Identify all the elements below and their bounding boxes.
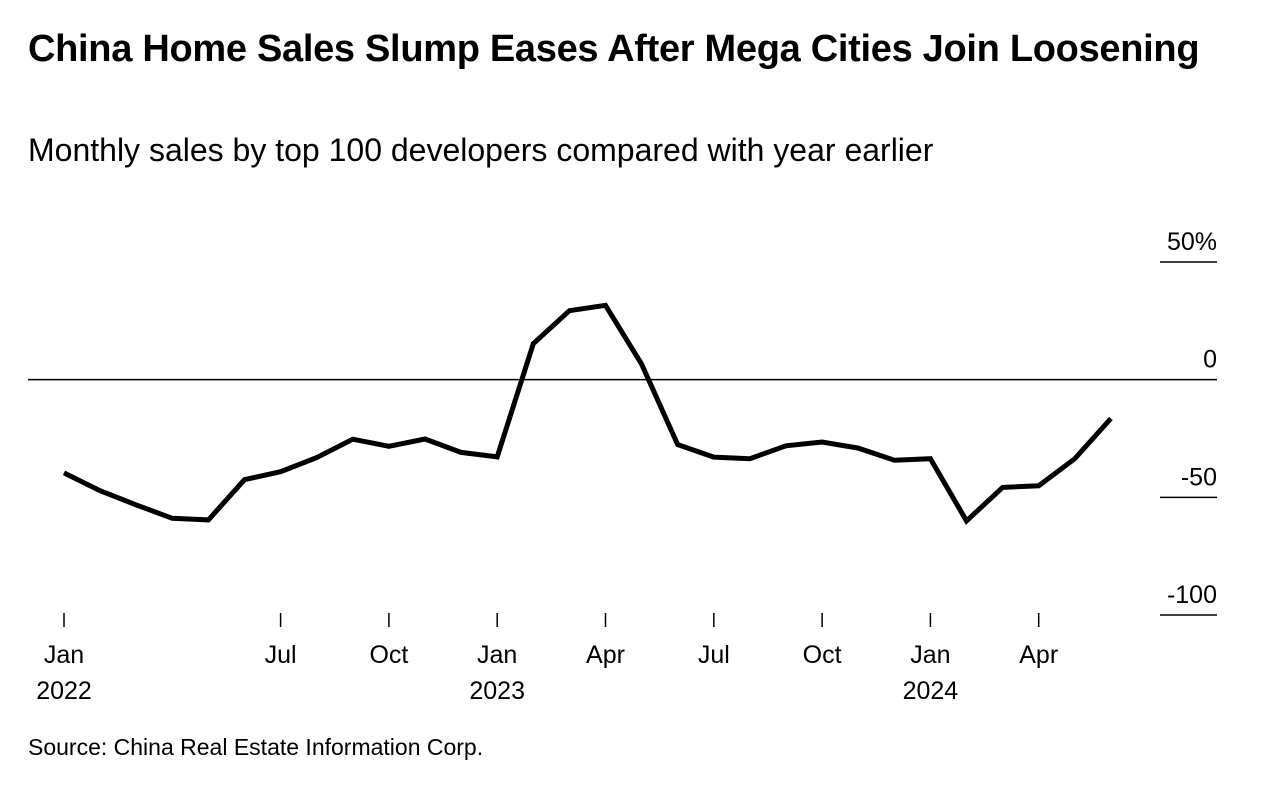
chart-title: China Home Sales Slump Eases After Mega … — [28, 28, 1200, 70]
data-point-2023-12 — [892, 458, 897, 463]
x-tick-label-2023-07: Jul — [698, 641, 730, 669]
data-point-2024-06 — [1108, 416, 1113, 421]
x-tick-label-2023-10: Oct — [803, 641, 842, 669]
data-point-2022-07 — [278, 469, 283, 474]
y-tick-label-50: 50% — [1167, 228, 1217, 256]
data-point-2024-05 — [1072, 456, 1077, 461]
data-point-2022-06 — [242, 477, 247, 482]
series-layer — [62, 302, 1113, 525]
data-point-2024-01 — [928, 456, 933, 461]
data-point-2023-06 — [675, 442, 680, 447]
x-tick-label-2022-07: Jul — [265, 641, 297, 669]
data-point-2022-02 — [98, 488, 103, 493]
chart-source: Source: China Real Estate Information Co… — [28, 734, 484, 760]
y-tick-label-minus-100: -100 — [1167, 581, 1217, 609]
data-point-2022-11 — [423, 437, 428, 442]
data-point-2022-10 — [386, 444, 391, 449]
y-tick-label-minus-50: -50 — [1181, 463, 1217, 491]
x-tick-label-2024-04: Apr — [1019, 641, 1058, 669]
data-point-2022-04 — [170, 516, 175, 521]
data-point-2023-07 — [711, 455, 716, 460]
data-point-2023-04 — [603, 303, 608, 308]
data-point-2022-03 — [134, 502, 139, 507]
data-point-2022-01 — [62, 470, 67, 475]
data-point-2022-09 — [350, 437, 355, 442]
data-point-2022-12 — [459, 450, 464, 455]
x-tick-label-2023-04: Apr — [586, 641, 625, 669]
data-point-2024-02 — [964, 518, 969, 523]
axis-layer: 50% 0 -50 -100 Jan 2022 Jul Oct Jan 2023 Apr Jul Oct… — [28, 228, 1217, 705]
data-point-2023-05 — [639, 362, 644, 367]
series-line-0 — [62, 302, 1113, 525]
data-point-2023-08 — [747, 456, 752, 461]
data-point-2024-03 — [1000, 485, 1005, 490]
data-point-2023-11 — [856, 446, 861, 451]
x-tick-year-2023-01: 2023 — [469, 677, 525, 705]
data-point-2023-02 — [531, 341, 536, 346]
x-tick-year-2024-01: 2024 — [903, 677, 959, 705]
data-point-2024-04 — [1036, 483, 1041, 488]
data-point-2023-01 — [495, 454, 500, 459]
data-point-2023-10 — [820, 440, 825, 445]
x-tick-label-2024-01: Jan — [910, 641, 950, 669]
x-tick-label-2023-01: Jan — [477, 641, 517, 669]
data-point-2023-03 — [567, 308, 572, 313]
x-tick-label-2022-10: Oct — [369, 641, 408, 669]
data-point-2023-09 — [784, 443, 789, 448]
data-point-2022-08 — [314, 455, 319, 460]
x-tick-year-2022-01: 2022 — [36, 677, 92, 705]
y-tick-label-0: 0 — [1203, 346, 1217, 374]
data-point-2022-05 — [206, 517, 211, 522]
chart-subtitle: Monthly sales by top 100 developers comp… — [28, 132, 934, 168]
x-tick-label-2022-01: Jan — [44, 641, 84, 669]
